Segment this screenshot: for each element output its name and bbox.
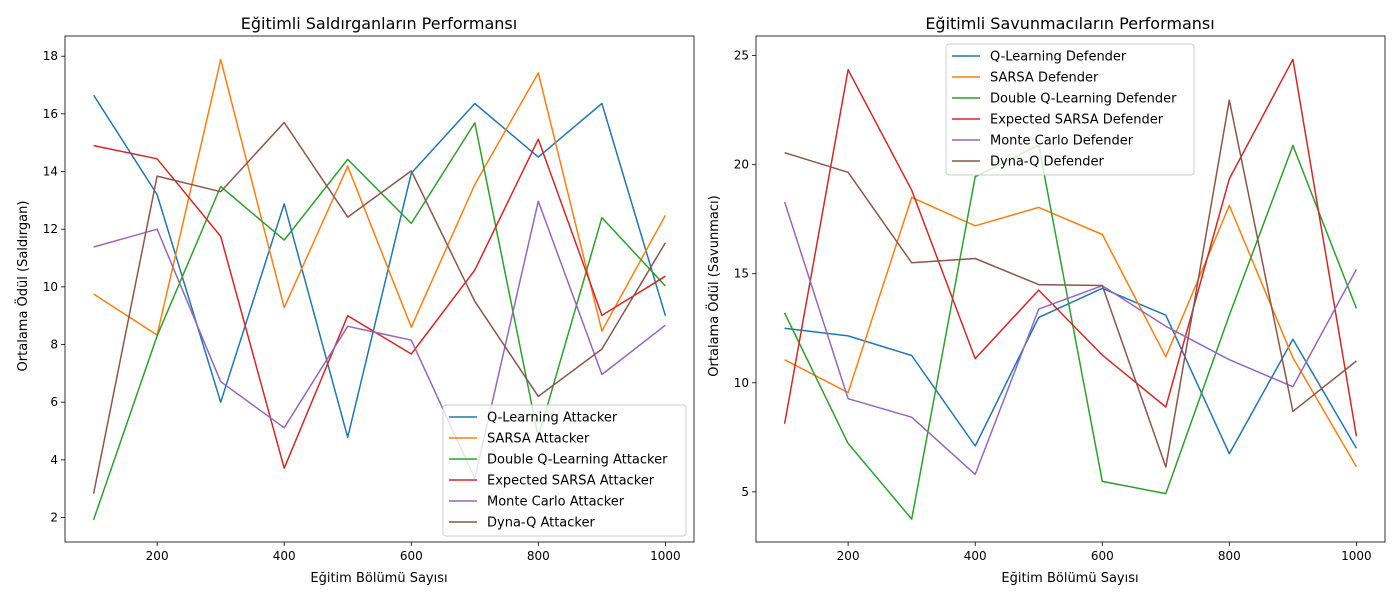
chart-title: Eğitimli Savunmacıların Performansı xyxy=(925,14,1214,33)
legend-label-0: Q-Learning Defender xyxy=(990,50,1127,65)
series-line-5 xyxy=(92,121,667,494)
x-tick-label: 1000 xyxy=(650,549,681,563)
y-tick-label: 16 xyxy=(43,107,58,121)
x-tick-label: 400 xyxy=(964,549,987,563)
x-axis-label: Eğitim Bölümü Sayısı xyxy=(1001,571,1138,586)
x-tick-label: 800 xyxy=(527,549,550,563)
defenders-chart: Eğitimli Savunmacıların Performansı Eğit… xyxy=(705,14,1386,586)
series-line-3 xyxy=(783,58,1358,437)
legend-label-2: Double Q-Learning Attacker xyxy=(487,453,668,468)
y-tick-label: 4 xyxy=(50,453,58,467)
y-axis-label: Ortalama Ödül (Savunmacı) xyxy=(705,195,722,376)
x-tick-label: 600 xyxy=(1091,549,1114,563)
series-line-4 xyxy=(783,201,1358,476)
attackers-chart: Eğitimli Saldırganların Performansı Eğit… xyxy=(14,14,695,586)
legend-label-2: Double Q-Learning Defender xyxy=(990,92,1177,107)
x-tick-label: 1000 xyxy=(1341,549,1372,563)
series-line-4 xyxy=(93,200,666,480)
series-line-0 xyxy=(784,287,1358,455)
legend-label-1: SARSA Attacker xyxy=(487,432,590,447)
plot-frame xyxy=(755,35,1386,543)
y-tick-label: 15 xyxy=(734,267,749,281)
chart-title: Eğitimli Saldırganların Performansı xyxy=(241,14,517,33)
y-tick-label: 10 xyxy=(734,376,749,390)
legend-label-3: Expected SARSA Attacker xyxy=(487,474,655,489)
legend-label-4: Monte Carlo Attacker xyxy=(487,495,625,510)
series-line-3 xyxy=(93,138,666,469)
y-tick-label: 14 xyxy=(43,165,58,179)
y-tick-label: 25 xyxy=(734,49,749,63)
legend: Q-Learning Attacker SARSA Attacker Double … xyxy=(442,404,687,537)
legend: Q-Learning Defender SARSA Defender Double … xyxy=(945,43,1195,176)
y-tick-label: 8 xyxy=(50,338,58,352)
x-tick-label: 400 xyxy=(273,549,296,563)
y-tick-label: 10 xyxy=(43,280,58,294)
legend-label-4: Monte Carlo Defender xyxy=(990,134,1134,149)
legend-label-5: Dyna-Q Attacker xyxy=(487,516,595,531)
y-tick-label: 20 xyxy=(734,158,749,172)
y-tick-label: 5 xyxy=(741,485,749,499)
legend-label-5: Dyna-Q Defender xyxy=(990,155,1105,170)
series-line-0 xyxy=(92,94,667,439)
series-line-2 xyxy=(783,144,1358,520)
y-tick-label: 2 xyxy=(50,510,58,524)
x-axis-label: Eğitim Bölümü Sayısı xyxy=(310,571,447,586)
x-tick-label: 800 xyxy=(1218,549,1241,563)
series-line-2 xyxy=(92,122,666,521)
plot-frame xyxy=(64,35,695,543)
y-tick-label: 6 xyxy=(50,395,58,409)
series-line-5 xyxy=(784,99,1357,468)
y-tick-label: 12 xyxy=(43,222,58,236)
legend-label-0: Q-Learning Attacker xyxy=(487,411,618,426)
x-tick-label: 200 xyxy=(146,549,169,563)
x-tick-label: 200 xyxy=(837,549,860,563)
legend-label-1: SARSA Defender xyxy=(990,71,1099,86)
legend-label-3: Expected SARSA Defender xyxy=(990,113,1164,128)
legend-box xyxy=(442,404,687,537)
x-tick-label: 600 xyxy=(400,549,423,563)
y-tick-label: 18 xyxy=(43,49,58,63)
series-line-1 xyxy=(784,196,1358,468)
legend-box xyxy=(945,43,1195,176)
y-axis-label: Ortalama Ödül (Saldırgan) xyxy=(14,201,31,372)
